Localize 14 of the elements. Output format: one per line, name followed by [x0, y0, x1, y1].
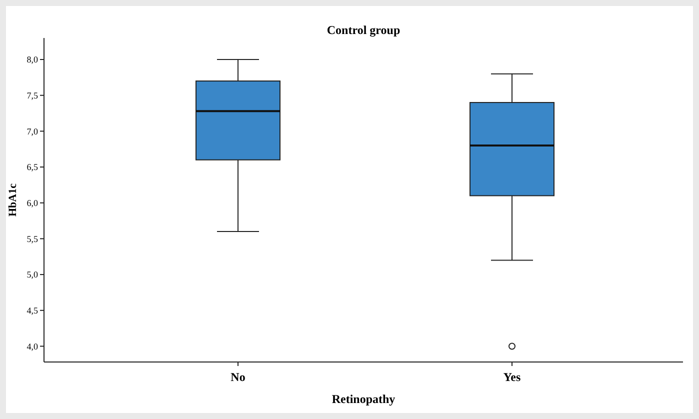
y-tick-label: 5,0 — [26, 270, 38, 280]
y-tick-label: 7,5 — [26, 90, 38, 100]
y-tick-label: 8,0 — [26, 54, 38, 65]
y-tick-label: 4,0 — [26, 341, 38, 352]
x-tick-label: No — [230, 370, 246, 384]
y-tick-label: 6,5 — [26, 162, 38, 172]
y-axis-title: HbA1c — [7, 183, 19, 216]
y-tick-label: 7,0 — [26, 126, 38, 136]
y-tick-label: 6,0 — [26, 198, 38, 208]
chart-title: Control group — [326, 23, 400, 37]
x-axis-title: Retinopathy — [332, 392, 396, 406]
y-tick-label: 5,5 — [26, 234, 38, 244]
x-tick-label: Yes — [503, 370, 521, 384]
y-tick-label: 4,5 — [26, 306, 38, 316]
